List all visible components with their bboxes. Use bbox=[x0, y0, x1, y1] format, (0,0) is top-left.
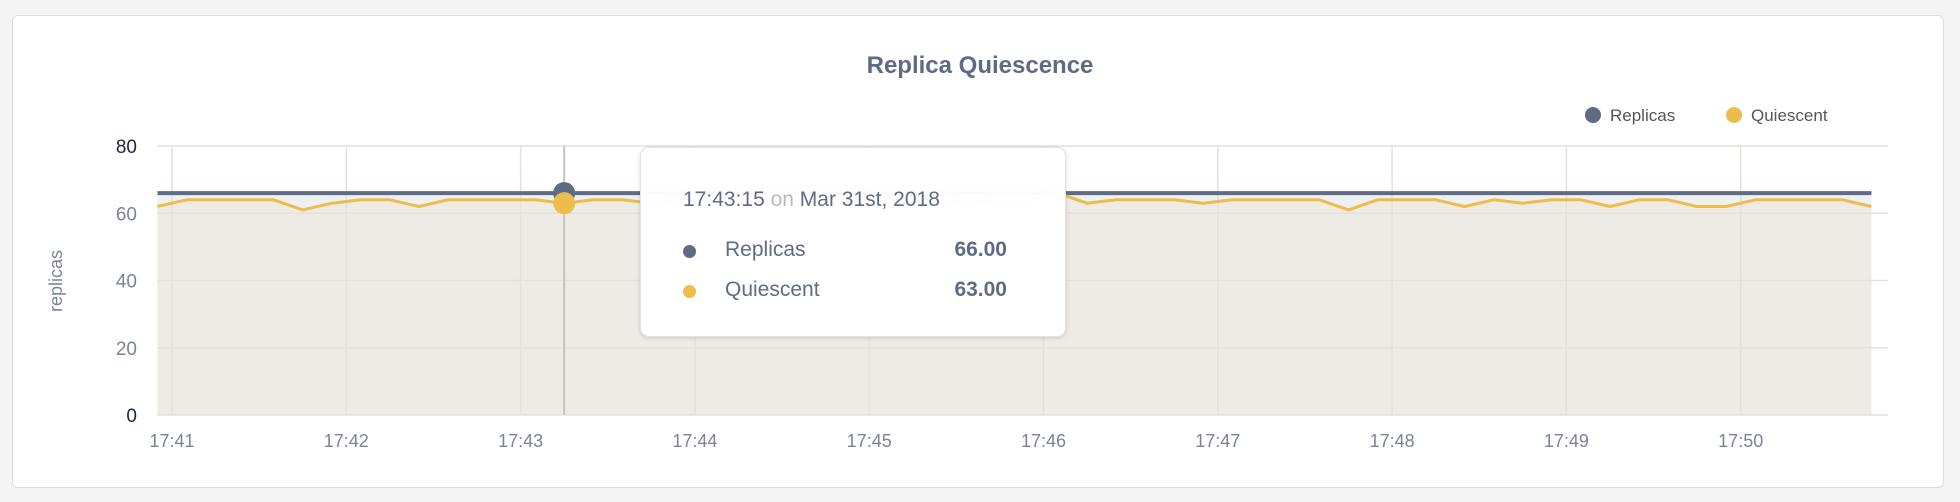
x-tick-label: 17:50 bbox=[1718, 431, 1763, 451]
tooltip-value: 66.00 bbox=[954, 238, 1007, 261]
x-tick-label: 17:48 bbox=[1370, 431, 1415, 451]
hover-point-quiescent bbox=[553, 192, 576, 215]
x-tick-label: 17:49 bbox=[1544, 431, 1589, 451]
y-tick-label: 80 bbox=[116, 137, 137, 158]
quiescent-dot-icon bbox=[683, 285, 696, 298]
replicas-dot-icon bbox=[683, 245, 696, 258]
legend-item-replicas[interactable]: Replicas bbox=[1610, 106, 1675, 125]
tooltip-time: 17:43:15 bbox=[683, 188, 765, 211]
x-tick-label: 17:41 bbox=[149, 431, 194, 451]
tooltip-value: 63.00 bbox=[954, 278, 1007, 301]
chart-tooltip: 17:43:15 on Mar 31st, 2018 Replicas 66.0… bbox=[640, 147, 1066, 337]
legend-quiescent-dot-icon[interactable] bbox=[1726, 107, 1742, 123]
x-tick-label: 17:43 bbox=[498, 431, 543, 451]
y-tick-label: 40 bbox=[116, 272, 137, 293]
tooltip-timestamp: 17:43:15 on Mar 31st, 2018 bbox=[683, 188, 940, 212]
y-axis-label: replicas bbox=[46, 250, 66, 312]
x-tick-label: 17:46 bbox=[1021, 431, 1066, 451]
x-tick-label: 17:44 bbox=[672, 431, 717, 451]
tooltip-date: Mar 31st, 2018 bbox=[799, 188, 940, 211]
x-tick-label: 17:42 bbox=[324, 431, 369, 451]
tooltip-label: Quiescent bbox=[725, 278, 820, 301]
y-tick-label: 20 bbox=[116, 339, 137, 360]
y-tick-label: 0 bbox=[126, 406, 137, 427]
x-tick-label: 17:47 bbox=[1195, 431, 1240, 451]
tooltip-row-quiescent: Quiescent 63.00 bbox=[683, 276, 1007, 306]
y-tick-label: 60 bbox=[116, 204, 137, 225]
tooltip-row-replicas: Replicas 66.00 bbox=[683, 236, 1007, 266]
tooltip-label: Replicas bbox=[725, 238, 806, 261]
chart-title: Replica Quiescence bbox=[867, 52, 1094, 79]
tooltip-on-word: on bbox=[770, 188, 794, 211]
legend-replicas-dot-icon[interactable] bbox=[1585, 107, 1601, 123]
legend-item-quiescent[interactable]: Quiescent bbox=[1751, 106, 1828, 125]
x-tick-label: 17:45 bbox=[847, 431, 892, 451]
